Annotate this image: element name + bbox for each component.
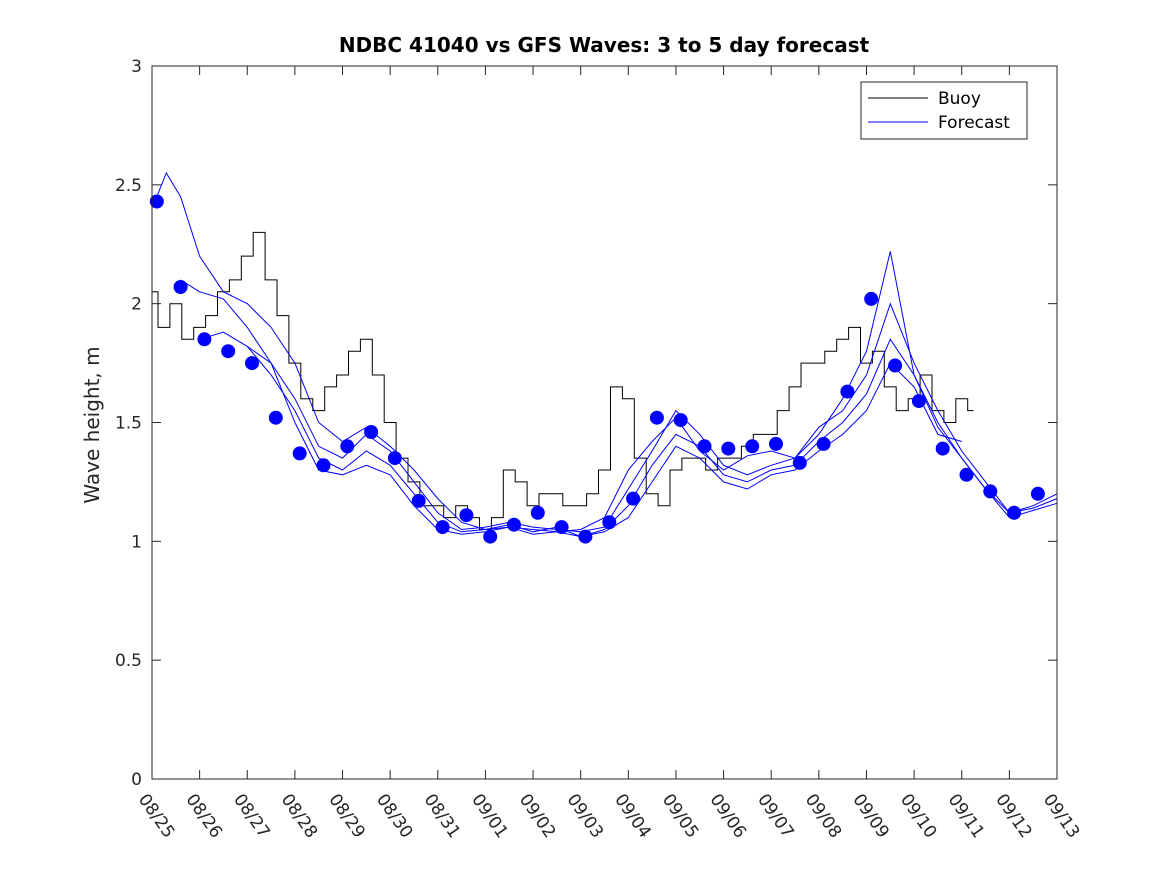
y-tick-labels: 0 0.5 1 1.5 2 2.5 3 (115, 57, 142, 790)
forecast-series-line-2 (180, 279, 1058, 533)
forecast-marker (245, 356, 259, 371)
forecast-marker (507, 517, 521, 532)
forecast-marker (387, 451, 402, 466)
forecast-marker (816, 436, 831, 451)
chart-title: NDBC 41040 vs GFS Waves: 3 to 5 day fore… (339, 33, 870, 57)
forecast-marker (1030, 486, 1045, 501)
axes-layer (151, 65, 1058, 780)
forecast-marker (292, 446, 307, 461)
forecast-marker (173, 280, 188, 294)
y-tick-label: 2.5 (115, 176, 142, 196)
y-tick-label: 0.5 (115, 651, 142, 671)
forecast-marker (745, 439, 760, 454)
forecast-marker (721, 441, 736, 456)
forecast-marker (602, 515, 617, 530)
forecast-marker (769, 436, 783, 451)
forecast-marker (864, 291, 879, 306)
y-tick-label: 3 (131, 57, 142, 77)
y-tick-label: 2 (131, 295, 142, 315)
y-tick-label: 0 (131, 770, 142, 790)
forecast-marker (268, 410, 283, 425)
forecast-marker (840, 384, 855, 399)
forecast-marker (673, 413, 688, 428)
plot-area: 00.511.522.53 08/25 08/26 08/27 08/28 08/29 0… (115, 57, 1083, 842)
legend: Buoy Forecast (860, 81, 1028, 140)
forecast-marker (959, 467, 974, 482)
forecast-marker (888, 358, 903, 373)
forecast-marker (649, 410, 664, 425)
forecast-marker (459, 508, 474, 523)
data-layer (149, 171, 1058, 544)
forecast-marker (626, 491, 641, 506)
forecast-marker (483, 529, 498, 544)
forecast-marker (197, 332, 212, 347)
forecast-marker (983, 484, 998, 499)
forecast-marker (935, 441, 950, 456)
forecast-series-line-3 (199, 331, 1058, 538)
forecast-series-line-4 (247, 345, 962, 538)
forecast-marker (530, 505, 545, 520)
forecast-marker (1007, 505, 1022, 520)
buoy-series-line (152, 231, 974, 530)
legend-buoy-label: Buoy (938, 89, 981, 109)
plot-background (152, 66, 1057, 779)
forecast-marker (792, 455, 807, 470)
forecast-marker (911, 394, 926, 409)
legend-forecast-label: Forecast (938, 113, 1010, 133)
forecast-marker (578, 529, 593, 544)
forecast-marker (411, 493, 426, 508)
forecast-marker (697, 439, 712, 454)
forecast-marker (435, 520, 450, 535)
forecast-marker (221, 344, 236, 359)
forecast-marker (364, 425, 379, 439)
forecast-marker (554, 520, 569, 535)
y-tick-label: 1.5 (115, 414, 142, 434)
forecast-marker (340, 439, 355, 454)
forecast-series-line-1 (156, 171, 1058, 533)
forecast-marker (149, 194, 164, 209)
legend-box (860, 81, 1028, 140)
forecast-marker (316, 458, 331, 473)
y-axis-label: Wave height, m (80, 346, 104, 503)
y-tick-label: 1 (131, 532, 142, 552)
